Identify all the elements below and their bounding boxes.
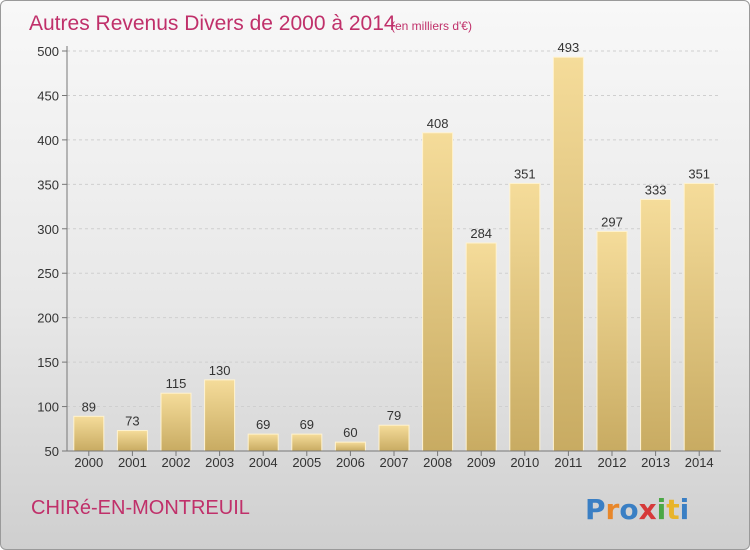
bar-value-label: 130 — [209, 363, 231, 378]
grid-lines — [67, 50, 721, 408]
x-tick-label: 2002 — [162, 455, 191, 470]
y-axis: 50 100 150 200 250 300 350 400 450 500 — [37, 44, 68, 459]
bar-value-label: 73 — [125, 414, 139, 429]
y-tick-label: 200 — [37, 311, 59, 326]
y-tick-label: 300 — [37, 222, 59, 237]
bar-value-label: 333 — [645, 182, 667, 197]
x-tick-label: 2014 — [685, 455, 714, 470]
x-tick-label: 2007 — [380, 455, 409, 470]
bar — [247, 433, 279, 452]
x-tick-label: 2004 — [249, 455, 278, 470]
bar — [378, 424, 410, 452]
x-tick-label: 2009 — [467, 455, 496, 470]
x-axis: 2000 2001 2002 2003 2004 2005 2006 2007 2008 2009… — [67, 450, 721, 470]
x-tick-label: 2011 — [554, 455, 582, 470]
x-tick-label: 2008 — [423, 455, 452, 470]
x-tick-label: 2012 — [598, 455, 627, 470]
y-tick-label: 500 — [37, 44, 59, 59]
bar — [204, 379, 236, 452]
commune-name: CHIRé-EN-MONTREUIL — [31, 497, 250, 519]
bar — [116, 430, 148, 452]
y-tick-label: 50 — [45, 444, 59, 459]
bar — [640, 198, 672, 452]
bar-value-label: 69 — [256, 417, 270, 432]
x-tick-label: 2010 — [510, 455, 539, 470]
bar-value-label: 89 — [82, 399, 96, 414]
x-tick-label: 2013 — [641, 455, 670, 470]
x-tick-label: 2003 — [205, 455, 234, 470]
bar-value-label: 351 — [514, 166, 536, 181]
x-tick-label: 2001 — [118, 455, 147, 470]
bar — [334, 441, 366, 452]
bar — [422, 132, 454, 452]
chart-subtitle: (en milliers d'€) — [391, 19, 472, 33]
bar — [509, 182, 541, 452]
y-tick-label: 150 — [37, 355, 59, 370]
bar — [160, 392, 192, 452]
bar-value-label: 69 — [300, 417, 314, 432]
bar-value-label: 115 — [166, 376, 187, 391]
bar-value-label: 351 — [688, 166, 710, 181]
svg-text:Proxiti: Proxiti — [585, 493, 689, 526]
bars: 89 73 115 130 69 69 60 79 408 284 351 493 297 333 351 — [73, 40, 715, 452]
bar — [73, 415, 105, 452]
y-tick-label: 400 — [37, 133, 59, 148]
bar-value-label: 60 — [343, 425, 357, 440]
bar — [465, 242, 497, 452]
bar — [291, 433, 323, 452]
y-tick-label: 350 — [37, 177, 59, 192]
x-tick-label: 2005 — [292, 455, 321, 470]
bar — [596, 230, 628, 452]
bar — [552, 56, 584, 452]
y-tick-label: 100 — [37, 400, 59, 415]
bar — [683, 182, 715, 452]
bar-value-label: 297 — [601, 214, 623, 229]
bar-value-label: 408 — [427, 116, 449, 131]
bar-value-label: 493 — [558, 40, 580, 55]
x-tick-label: 2006 — [336, 455, 365, 470]
x-tick-label: 2000 — [74, 455, 103, 470]
chart-title: Autres Revenus Divers de 2000 à 2014 — [29, 12, 396, 35]
proxiti-logo: Proxiti — [585, 493, 689, 526]
y-tick-label: 450 — [37, 88, 59, 103]
bar-value-label: 79 — [387, 408, 401, 423]
y-tick-label: 250 — [37, 266, 59, 281]
bar-value-label: 284 — [470, 226, 492, 241]
